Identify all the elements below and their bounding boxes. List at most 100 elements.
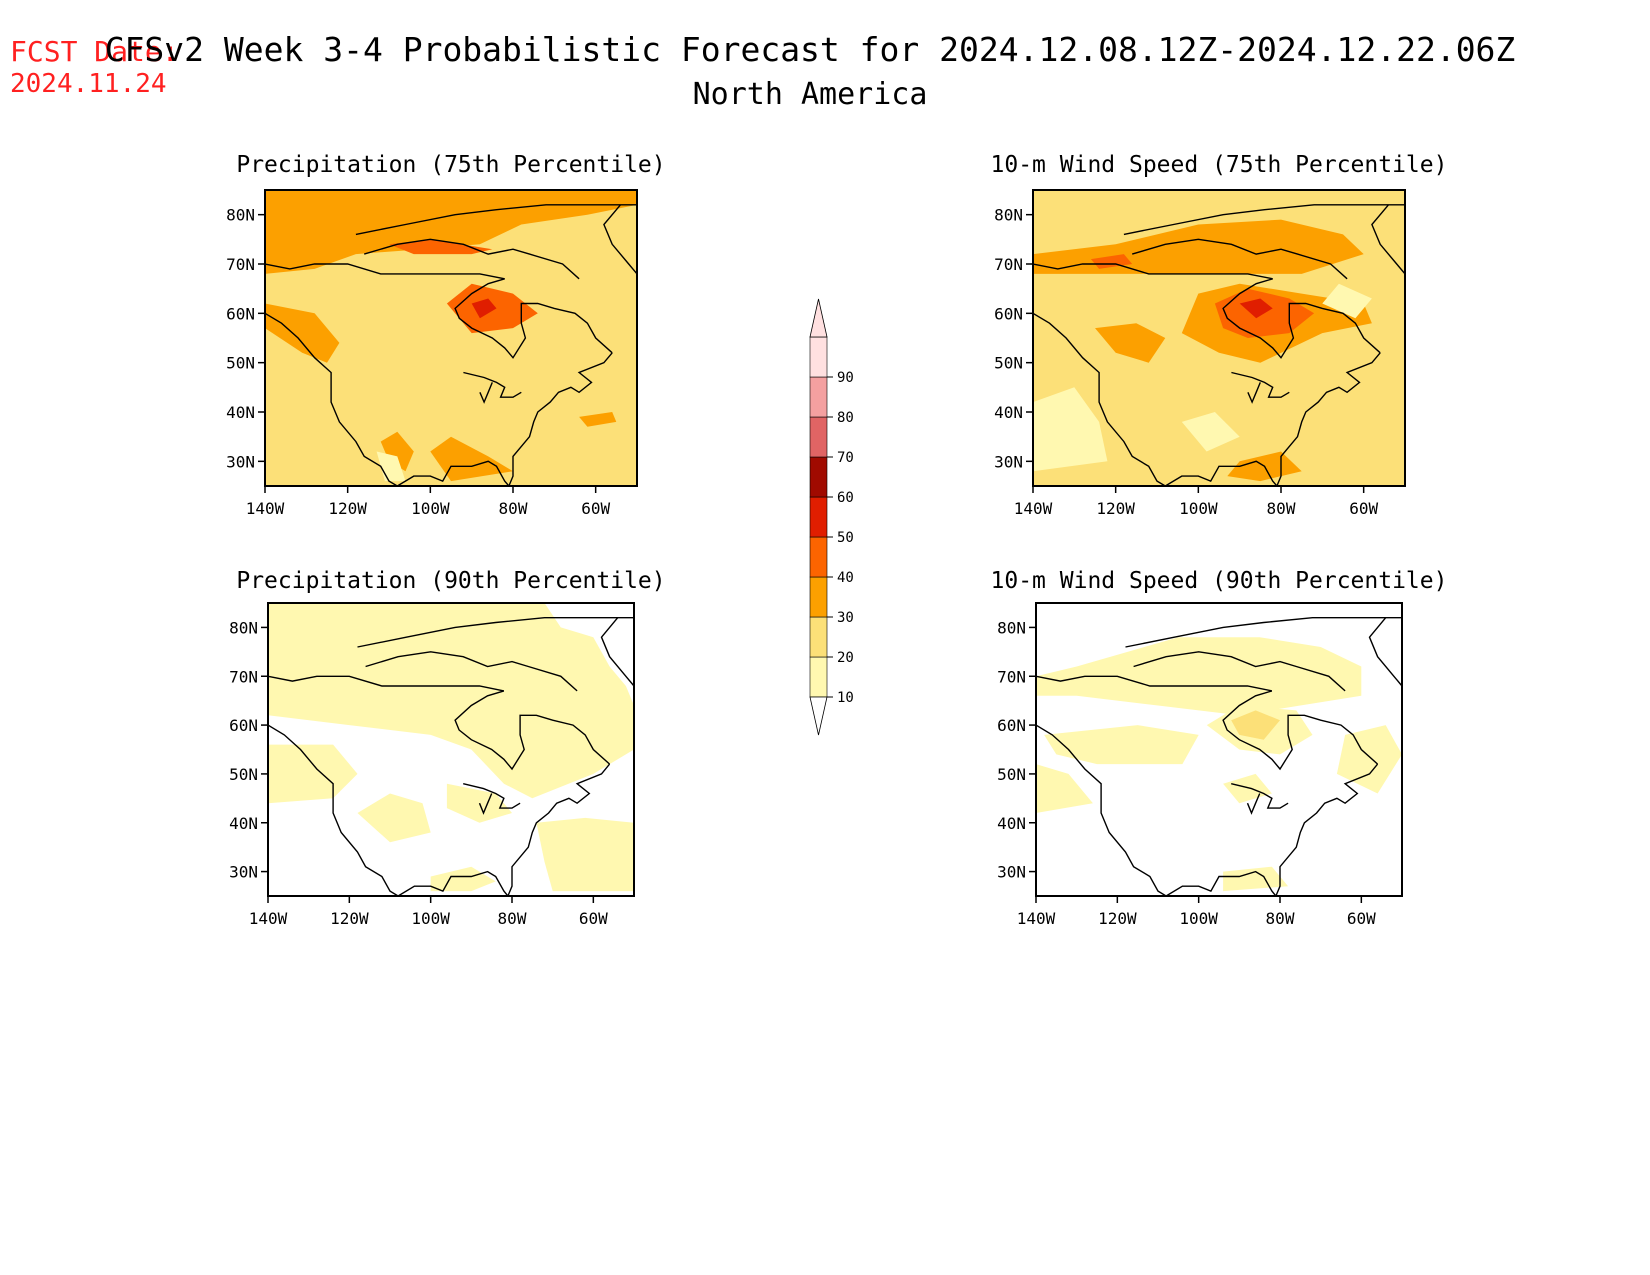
coastline	[1033, 312, 1166, 486]
panel-wind-75: 10-m Wind Speed (75th Percentile) 140W 12…	[991, 152, 1448, 518]
panel-wind-90: 10-m Wind Speed (90th Percentile) 140W 12…	[991, 568, 1448, 928]
panel-title: Precipitation (90th Percentile)	[236, 568, 665, 594]
map-frame	[1032, 189, 1406, 487]
coastline	[454, 278, 613, 359]
probability-region	[265, 372, 389, 482]
coastline	[1276, 352, 1381, 486]
lon-tick-label: 60W	[1349, 499, 1378, 518]
coastline	[454, 690, 611, 771]
lon-tick-label: 140W	[1017, 909, 1056, 928]
lat-tick-label: 30N	[994, 452, 1023, 471]
lon-tick-label: 140W	[249, 909, 288, 928]
lon-tick-label: 60W	[579, 909, 608, 928]
coastline	[265, 312, 398, 486]
colorbar-bin	[809, 576, 828, 618]
probability-region	[268, 603, 634, 799]
colorbar-level-label: 60	[837, 490, 854, 506]
contour-map: 140W 120W 100W 80W 60W 30N 40N 50N 60N 70N 80N	[226, 189, 638, 518]
fcst-date-value: 2024.11.24	[10, 69, 167, 99]
probability-region	[1336, 725, 1402, 794]
coastline	[265, 263, 505, 280]
coastline	[357, 617, 634, 648]
lon-tick-label: 100W	[411, 909, 450, 928]
probability-region	[389, 239, 493, 255]
colorbar-level-label: 80	[837, 410, 854, 426]
lat-tick-label: 30N	[229, 863, 258, 882]
coastline	[1133, 651, 1346, 692]
lon-tick-label: 120W	[328, 499, 367, 518]
contour-map: 140W 120W 100W 80W 60W 30N 40N 50N 60N 70N 80N	[994, 189, 1406, 518]
contour-map: 140W 120W 100W 80W 60W 30N 40N 50N 60N 70N 80N	[997, 602, 1403, 928]
probability-region	[357, 793, 431, 843]
lon-tick-label: 120W	[1096, 499, 1135, 518]
probability-region	[1181, 412, 1240, 452]
probability-region	[579, 412, 617, 427]
map-frame	[264, 189, 638, 487]
coastline	[603, 204, 637, 275]
coastline	[508, 352, 613, 486]
lat-tick-label: 70N	[229, 667, 258, 686]
colorbar-bin	[809, 536, 828, 578]
colorbar-bottom-arrow	[809, 696, 828, 736]
map-frame	[1035, 602, 1403, 897]
lat-tick-label: 60N	[997, 716, 1026, 735]
coastline	[1165, 870, 1277, 896]
colorbar-bin	[809, 336, 828, 378]
lon-tick-label: 80W	[1266, 909, 1295, 928]
colorbar-level-label: 90	[837, 370, 854, 386]
colorbar-top-arrow	[809, 298, 828, 338]
lat-tick-label: 60N	[226, 304, 255, 323]
lon-tick-label: 80W	[1267, 499, 1296, 518]
coastline	[1275, 763, 1379, 896]
coastline	[397, 870, 509, 896]
lat-tick-label: 70N	[226, 255, 255, 274]
colorbar: 10 20 30 40 50 60 70 80 90	[809, 298, 854, 736]
colorbar-level-label: 40	[837, 570, 854, 586]
panel-title: 10-m Wind Speed (90th Percentile)	[991, 568, 1448, 594]
coastline	[1132, 238, 1348, 280]
coastline	[1371, 204, 1405, 275]
colorbar-bin	[809, 456, 828, 498]
coastline	[1231, 783, 1289, 809]
lon-tick-label: 80W	[499, 499, 528, 518]
probability-region	[471, 298, 497, 319]
lat-tick-label: 80N	[226, 206, 255, 225]
lon-tick-label: 60W	[1347, 909, 1376, 928]
lat-tick-label: 80N	[229, 618, 258, 637]
contour-map: 140W 120W 100W 80W 60W 30N 40N 50N 60N 70N 80N	[229, 602, 635, 928]
lat-tick-label: 60N	[229, 716, 258, 735]
probability-region	[265, 190, 637, 274]
lon-tick-label: 100W	[1179, 499, 1218, 518]
probability-region	[1036, 637, 1362, 716]
coastline	[268, 675, 505, 692]
coastline	[1222, 690, 1379, 771]
lat-tick-label: 80N	[997, 618, 1026, 637]
colorbar-level-label: 70	[837, 450, 854, 466]
probability-region	[376, 451, 406, 482]
coastline	[355, 204, 637, 236]
lon-tick-label: 100W	[1179, 909, 1218, 928]
colorbar-bin	[809, 376, 828, 418]
probability-region	[1036, 764, 1093, 813]
colorbar-bin	[809, 616, 828, 658]
coastline	[479, 382, 493, 404]
coastline	[1164, 460, 1278, 486]
probability-region	[430, 436, 513, 482]
lon-tick-label: 120W	[330, 909, 369, 928]
panel-title: 10-m Wind Speed (75th Percentile)	[991, 152, 1448, 178]
lat-tick-label: 50N	[226, 354, 255, 373]
probability-region	[1223, 866, 1289, 892]
colorbar-level-label: 30	[837, 610, 854, 626]
colorbar-level-label: 20	[837, 650, 854, 666]
lon-tick-label: 140W	[246, 499, 285, 518]
probability-region	[1033, 387, 1108, 472]
probability-region	[430, 387, 497, 432]
coastline	[478, 793, 493, 815]
fcst-date-label: FCST Date:	[10, 35, 179, 68]
lat-tick-label: 40N	[229, 814, 258, 833]
coastline	[1368, 617, 1402, 687]
coastline	[1033, 263, 1273, 280]
colorbar-bin	[809, 416, 828, 458]
probability-region	[1231, 710, 1280, 740]
